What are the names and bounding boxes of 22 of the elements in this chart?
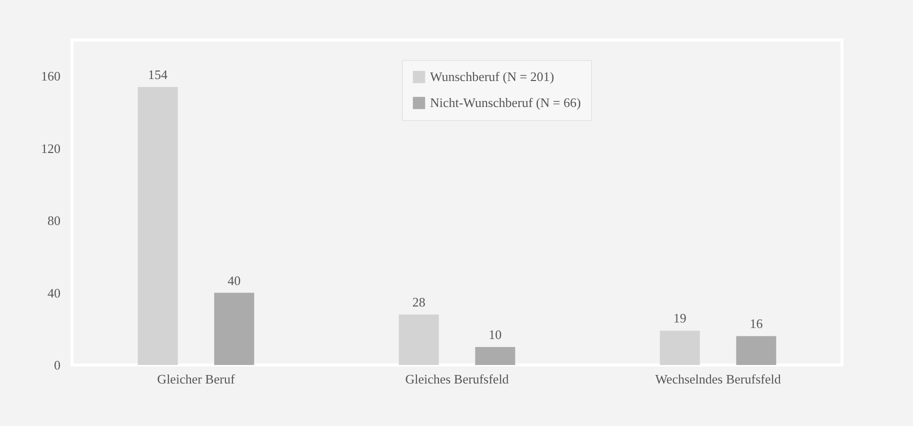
y-tick-label: 80	[48, 213, 60, 228]
data-label: 154	[148, 66, 168, 82]
bar	[214, 292, 254, 365]
bar	[660, 330, 700, 365]
x-tick-label: Wechselndes Berufsfeld	[655, 372, 782, 386]
data-label: 28	[412, 294, 426, 310]
bar	[475, 346, 516, 365]
x-tick-label: Gleicher Beruf	[157, 372, 236, 386]
legend-label: Wunschberuf (N = 201)	[430, 69, 554, 84]
legend-label: Nicht-Wunschberuf (N = 66)	[430, 95, 581, 110]
bar	[398, 314, 439, 365]
x-tick-label: Gleiches Berufsfeld	[405, 372, 510, 386]
y-tick-label: 0	[54, 358, 60, 372]
data-label: 19	[673, 310, 686, 326]
bar	[138, 86, 178, 365]
y-tick-label: 40	[48, 285, 60, 300]
y-tick-label: 120	[41, 140, 60, 156]
data-label: 40	[228, 272, 241, 288]
data-label: 16	[750, 316, 764, 332]
data-label: 10	[488, 326, 502, 342]
y-tick-label: 160	[41, 68, 60, 84]
bar	[736, 336, 776, 365]
